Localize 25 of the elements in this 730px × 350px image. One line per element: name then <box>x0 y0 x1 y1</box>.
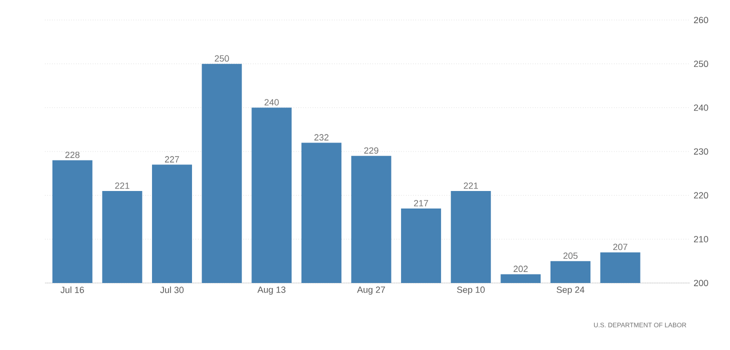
data-label: 221 <box>464 182 478 189</box>
y-tick-label: 220 <box>694 192 708 199</box>
data-label: 221 <box>115 182 130 189</box>
data-label: 227 <box>164 156 180 162</box>
data-label: 202 <box>514 266 528 272</box>
data-label: 217 <box>414 200 428 206</box>
x-tick-label: Sep 24 <box>556 286 584 295</box>
y-tick-label: 200 <box>694 280 708 286</box>
y-tick-label: 210 <box>694 236 708 242</box>
data-label: 207 <box>613 244 628 250</box>
y-tick-label: 240 <box>694 104 708 111</box>
data-label: 240 <box>264 99 279 106</box>
data-label: 228 <box>65 152 80 158</box>
x-tick-label: Sep 10 <box>457 286 485 295</box>
y-tick-label: 260 <box>694 16 708 24</box>
y-tick-label: 250 <box>694 60 708 68</box>
data-label: 229 <box>364 147 378 154</box>
x-tick-label: Jul 16 <box>60 286 84 294</box>
x-tick-label: Aug 13 <box>257 286 286 295</box>
data-label: 205 <box>563 252 578 259</box>
x-tick-label: Jul 30 <box>160 286 184 294</box>
data-label: 232 <box>314 134 328 141</box>
data-label: 250 <box>214 55 229 62</box>
x-tick-label: Aug 27 <box>357 286 385 295</box>
y-tick-label: 230 <box>694 148 708 155</box>
